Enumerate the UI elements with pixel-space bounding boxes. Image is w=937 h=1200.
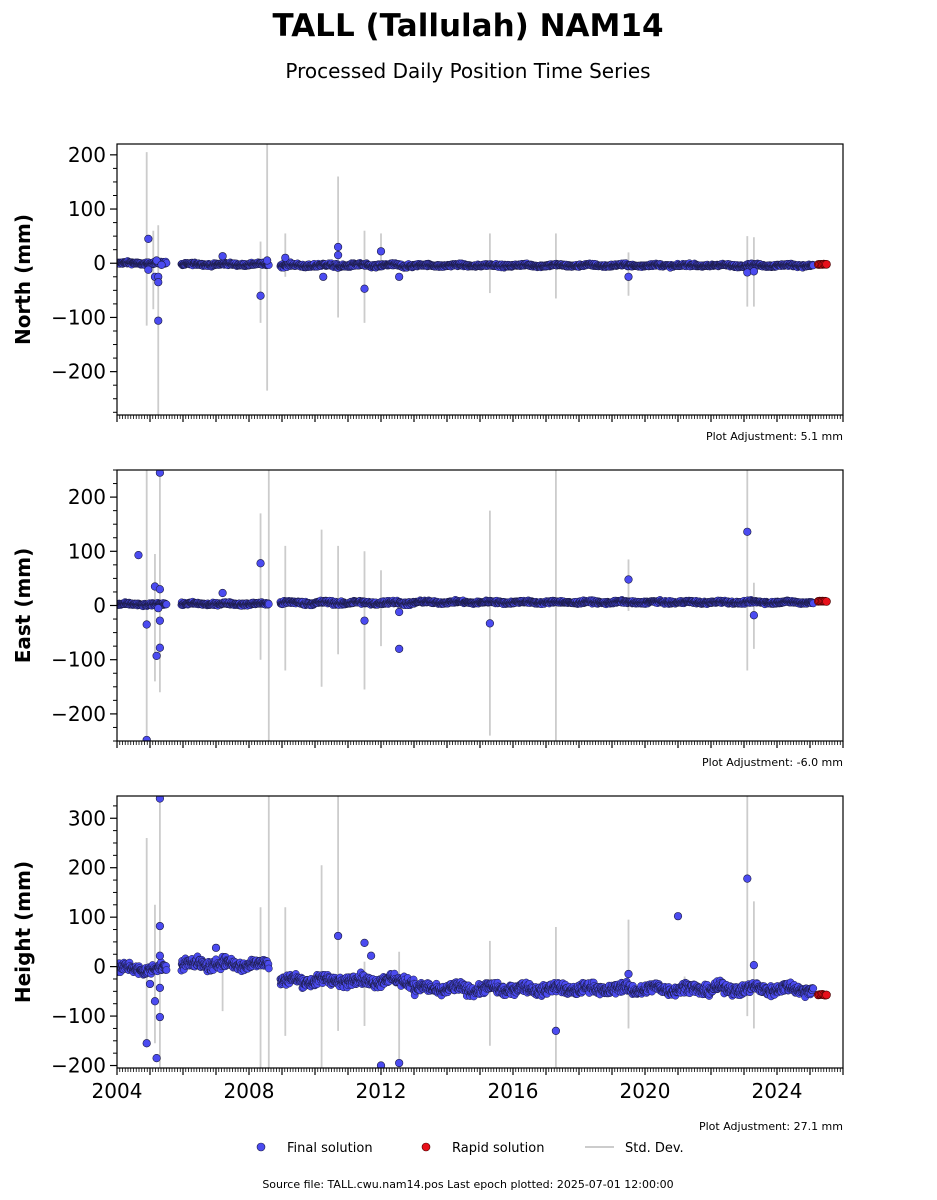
north-final-point (154, 316, 163, 325)
east-final-point (395, 607, 404, 617)
north-rapid-point (822, 259, 831, 269)
north-ytick-label: −200 (51, 360, 106, 384)
east-final-point (162, 600, 171, 609)
east-final-point (155, 585, 164, 594)
figure-subtitle: Processed Daily Position Time Series (285, 59, 650, 83)
east-final-point (360, 616, 369, 625)
north-final-point (281, 253, 290, 262)
east-final-point (624, 575, 633, 584)
north-ytick-label: 200 (68, 143, 106, 167)
north-final-point (360, 284, 369, 293)
east-final-point (142, 735, 151, 741)
height-plot-area (117, 796, 831, 1068)
east-final-point (256, 559, 265, 568)
north-final-point (334, 242, 343, 252)
north-ytick-label: 100 (68, 197, 106, 221)
east-ytick-label: 0 (93, 594, 106, 618)
north-final-point (749, 267, 759, 276)
north-ytick-label: −100 (51, 305, 106, 329)
east-final-point (485, 619, 495, 628)
north-final-point (263, 256, 272, 265)
north-final-point (144, 265, 153, 274)
east-plot-area (117, 470, 831, 741)
north-plot-area (117, 144, 831, 415)
east-rapid-point (822, 597, 831, 606)
east-ytick-label: −200 (51, 702, 106, 726)
north-axes-frame (116, 143, 844, 416)
north-final-point (624, 272, 633, 281)
east-final-point (264, 600, 273, 608)
north-final-point (144, 234, 153, 243)
east-ytick-label: 200 (68, 485, 106, 509)
north-final-point (319, 272, 328, 281)
east-final-point (152, 651, 161, 661)
east-final-point (743, 527, 752, 536)
north-panel: −200 −100 0 100 200 North (mm) (11, 143, 844, 422)
east-ylabel: East (mm) (11, 548, 35, 664)
height-final-point (264, 964, 273, 973)
north-final-point (218, 252, 227, 261)
north-final-point (157, 260, 166, 269)
east-final-point (155, 643, 164, 652)
east-final-point (395, 644, 404, 653)
north-final-point (256, 291, 265, 300)
east-final-point (134, 550, 143, 560)
east-final-point (218, 588, 227, 598)
north-final-point (334, 251, 343, 260)
north-final-point (376, 247, 386, 256)
east-final-point (154, 604, 163, 613)
figure-title: TALL (Tallulah) NAM14 (272, 8, 663, 44)
east-ytick-label: −100 (51, 648, 106, 672)
east-panel: −200 −100 0 100 200 East (mm) (11, 469, 844, 748)
east-final-point (155, 616, 164, 625)
height-final-point (162, 966, 171, 974)
north-ytick-label: 0 (93, 251, 106, 275)
north-final-point (154, 278, 163, 287)
north-ylabel: North (mm) (11, 214, 35, 345)
east-ytick-label: 100 (68, 539, 106, 563)
east-final-point (142, 620, 151, 629)
east-final-point (749, 611, 759, 620)
north-final-point (395, 272, 404, 281)
